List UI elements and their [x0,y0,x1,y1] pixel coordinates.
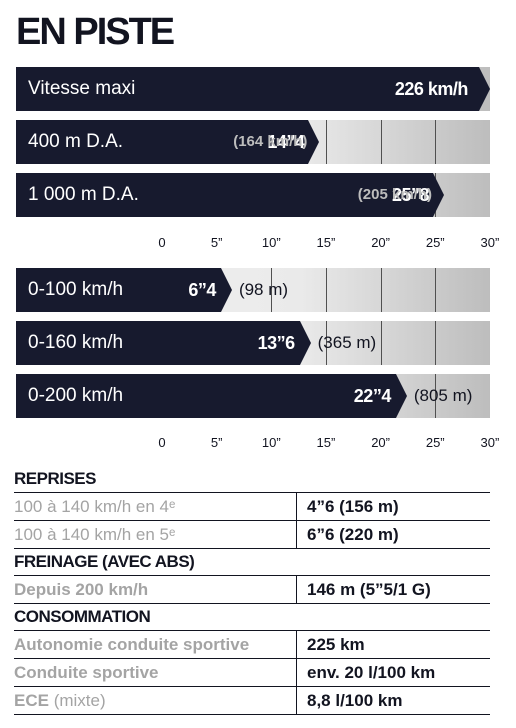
x-tick-label: 15” [316,435,336,450]
x-tick-label: 25” [425,435,445,450]
gridline [380,321,382,365]
bar-category-label: 0-100 km/h [28,279,124,300]
table-row: ECE (mixte) 8,8 l/100 km [14,687,490,715]
bar-extra-label: (205 km/h) [357,186,432,203]
bar-category-label: 0-200 km/h [28,385,124,406]
x-tick-label: 10” [261,435,281,450]
data-bar [16,268,232,312]
gridline [435,374,437,418]
bar-value-label: 6”4 [188,280,216,300]
x-tick-label: 20” [371,435,390,450]
x-tick-label: 25” [425,235,445,250]
row-value: 146 m (5”5/1 G) [307,580,431,599]
gridline [325,321,327,365]
table-row: Conduite sportive env. 20 l/100 km [14,659,490,687]
x-tick-label: 5” [210,235,223,250]
table-row: 100 à 140 km/h en 4ᵉ 4”6 (156 m) [14,493,490,521]
gridline [325,268,327,312]
bar-value-label: 22”4 [353,386,392,406]
gridline [325,120,327,164]
row-label: ECE (mixte) [14,687,297,714]
bar-value-label: 13”6 [257,333,296,353]
section-heading-consommation: CONSOMMATION [14,604,490,631]
gridline [435,321,437,365]
row-label: Depuis 200 km/h [14,576,297,603]
data-bar [16,67,490,111]
bar-value-label: 226 km/h [394,79,469,99]
bar-track: 0-160 km/h 13”6 (365 m) [16,321,490,365]
row-value: 8,8 l/100 km [307,691,403,710]
row-value: 6”6 (220 m) [307,525,399,544]
page-title: EN PISTE [16,11,175,53]
table-row: 100 à 140 km/h en 5ᵉ 6”6 (220 m) [14,521,490,549]
table-row: Depuis 200 km/h 146 m (5”5/1 G) [14,576,490,604]
row-label: Conduite sportive [14,659,297,686]
bar-track: 1 000 m D.A. 25”8 (205 km/h) [16,173,490,217]
bar-extra-label: (365 m) [317,333,377,352]
data-bar [16,173,444,217]
gridline [380,268,382,312]
data-bar [16,321,311,365]
gridline [435,120,437,164]
x-tick-label: 20” [371,235,390,250]
bar-value-label: 25”8 [391,185,430,205]
bar-category-label: 0-160 km/h [28,332,124,353]
row-label-main: ECE [14,691,49,710]
bar-value-label: 14”4 [267,132,305,152]
x-tick-label: 15” [316,235,336,250]
x-tick-label: 30” [480,235,500,250]
gridline [380,120,382,164]
x-tick-label: 0 [158,235,166,250]
gridline [435,268,437,312]
x-tick-label: 0 [158,435,166,450]
row-value: 225 km [307,635,365,654]
bar-category-label: 400 m D.A. [28,131,124,152]
row-value: env. 20 l/100 km [307,663,436,682]
data-bar [16,374,407,418]
row-label-suffix: (mixte) [48,691,106,710]
gridline [271,268,273,312]
bar-track: Vitesse maxi 226 km/h [16,67,490,111]
bar-category-label: 1 000 m D.A. [28,184,139,205]
row-label: Autonomie conduite sportive [14,631,297,658]
bar-extra-label: (805 m) [413,386,473,405]
x-tick-label: 10” [261,235,281,250]
x-axis: 0 5” 10” 15” 20” 25” 30” [0,435,516,453]
bar-category-label: Vitesse maxi [28,78,136,99]
specs-table: REPRISES 100 à 140 km/h en 4ᵉ 4”6 (156 m… [14,466,490,715]
table-row: Autonomie conduite sportive 225 km [14,631,490,659]
row-value: 4”6 (156 m) [307,497,399,516]
row-label: 100 à 140 km/h en 4ᵉ [14,493,297,520]
section-heading-freinage: FREINAGE (AVEC ABS) [14,549,490,576]
bar-extra-label: (98 m) [238,280,289,299]
x-axis: 0 5” 10” 15” 20” 25” 30” [0,235,516,253]
section-heading-reprises: REPRISES [14,466,490,493]
bar-track: 400 m D.A. 14”4 (164 km/h) [16,120,490,164]
bar-track: 0-200 km/h 22”4 (805 m) [16,374,490,418]
row-label: 100 à 140 km/h en 5ᵉ [14,521,297,548]
data-bar [16,120,320,164]
bar-track: 0-100 km/h 6”4 (98 m) [16,268,490,312]
x-tick-label: 30” [480,435,500,450]
bar-extra-label: (164 km/h) [233,133,308,150]
x-tick-label: 5” [210,435,223,450]
